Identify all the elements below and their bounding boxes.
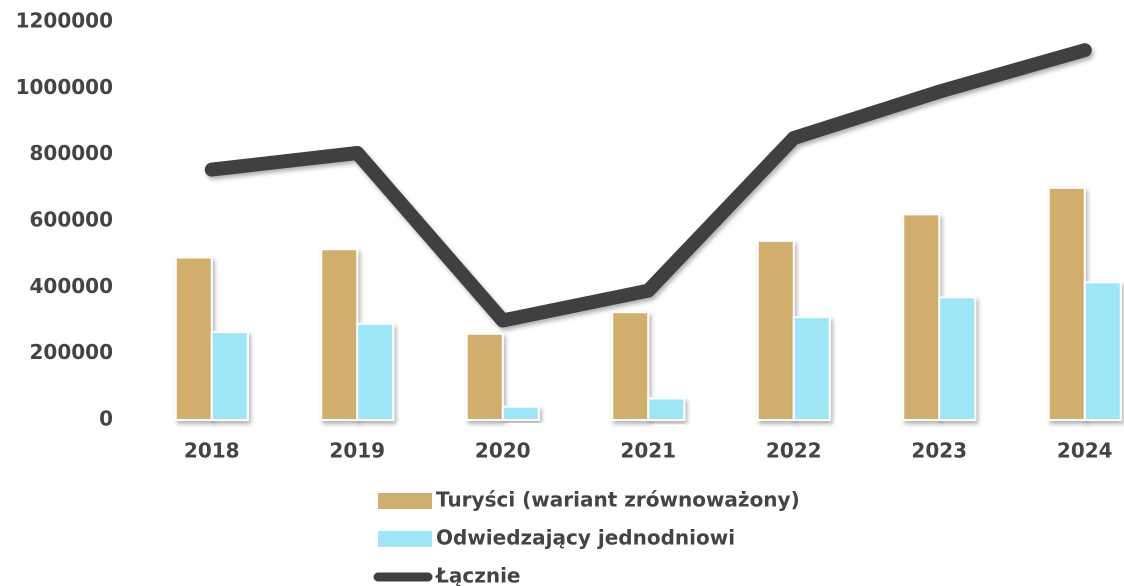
x-tick-label: 2020 bbox=[475, 439, 531, 463]
bar bbox=[902, 213, 941, 421]
bar bbox=[356, 322, 395, 422]
legend-swatch bbox=[378, 493, 432, 509]
bar bbox=[320, 248, 359, 421]
y-tick-label: 200000 bbox=[30, 340, 114, 364]
x-tick-label: 2024 bbox=[1057, 439, 1113, 463]
x-tick-label: 2019 bbox=[329, 439, 385, 463]
y-tick-label: 800000 bbox=[30, 141, 114, 165]
bar bbox=[501, 405, 540, 422]
legend-swatch bbox=[378, 531, 432, 547]
bar bbox=[174, 256, 213, 421]
bar bbox=[465, 332, 504, 421]
x-tick-label: 2018 bbox=[184, 439, 240, 463]
bar bbox=[1083, 281, 1122, 421]
y-tick-label: 0 bbox=[99, 407, 113, 431]
y-tick-label: 400000 bbox=[30, 274, 114, 298]
bar bbox=[756, 239, 795, 421]
legend-label: Łącznie bbox=[435, 564, 521, 586]
bar bbox=[1047, 186, 1086, 421]
bar bbox=[611, 311, 650, 422]
legend-label: Turyści (wariant zrównoważony) bbox=[436, 488, 800, 512]
x-tick-label: 2021 bbox=[620, 439, 676, 463]
y-tick-label: 1200000 bbox=[16, 9, 113, 33]
line bbox=[204, 43, 1092, 328]
x-tick-label: 2022 bbox=[766, 439, 822, 463]
legend-label: Odwiedzający jednodniowi bbox=[436, 526, 735, 550]
bar bbox=[938, 296, 977, 421]
y-tick-label: 600000 bbox=[30, 208, 114, 232]
y-tick-label: 1000000 bbox=[16, 75, 113, 99]
bar bbox=[792, 316, 831, 421]
x-tick-label: 2023 bbox=[911, 439, 967, 463]
bar bbox=[210, 331, 249, 422]
bar bbox=[647, 397, 686, 422]
